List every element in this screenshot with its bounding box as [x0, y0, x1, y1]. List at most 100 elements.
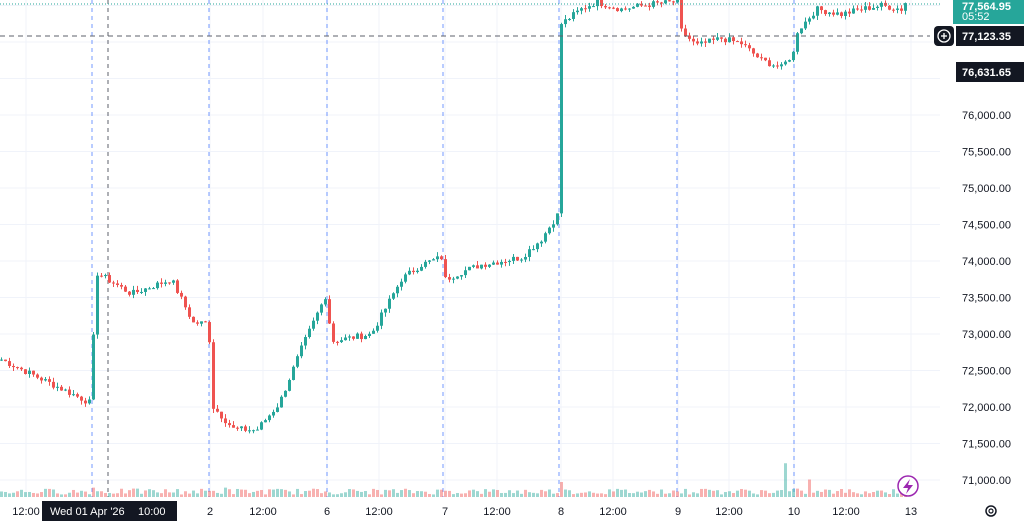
candle-body — [424, 261, 427, 267]
volume-bar — [504, 492, 507, 497]
candle-body — [388, 298, 391, 309]
candle-body — [540, 241, 543, 244]
volume-bar — [180, 494, 183, 497]
volume-bar — [300, 494, 303, 497]
volume-bar — [188, 493, 191, 497]
volume-bar — [340, 493, 343, 497]
candle-body — [688, 35, 691, 39]
volume-bar — [852, 492, 855, 497]
volume-bar — [832, 493, 835, 497]
volume-bar — [736, 490, 739, 497]
volume-bar — [248, 493, 251, 497]
volume-bar — [648, 489, 651, 497]
volume-bar — [296, 488, 299, 497]
volume-bar — [132, 488, 135, 497]
volume-bar — [204, 490, 207, 497]
candle-body — [292, 366, 295, 380]
volume-bar — [652, 491, 655, 497]
volume-bar — [512, 493, 515, 497]
volume-bar — [464, 493, 467, 497]
candle-body — [260, 422, 263, 430]
volume-bars — [0, 463, 907, 497]
candle-body — [256, 429, 259, 431]
y-tick-label: 72,000.00 — [962, 402, 1011, 414]
volume-bar — [244, 489, 247, 497]
candle-body — [560, 24, 563, 214]
volume-bar — [740, 488, 743, 497]
volume-bar — [472, 489, 475, 497]
volume-bar — [800, 490, 803, 497]
volume-bar — [124, 493, 127, 497]
volume-bar — [144, 490, 147, 497]
x-tick-label: 6 — [324, 506, 330, 518]
candle-body — [860, 9, 863, 11]
candle-body — [316, 312, 319, 321]
y-tick-label: 72,500.00 — [962, 366, 1011, 378]
volume-bar — [688, 494, 691, 497]
volume-bar — [64, 494, 67, 497]
candle-body — [380, 312, 383, 326]
volume-bar — [408, 490, 411, 497]
candle-body — [656, 1, 659, 3]
lightning-icon[interactable] — [897, 475, 919, 497]
candle-body — [100, 275, 103, 277]
candle-body — [564, 19, 567, 25]
candle-body — [356, 333, 359, 339]
gear-icon[interactable] — [985, 505, 997, 517]
candle-body — [736, 41, 739, 43]
volume-bar — [600, 493, 603, 497]
volume-bar — [788, 491, 791, 497]
candle-body — [576, 10, 579, 13]
volume-bar — [700, 488, 703, 497]
candle-body — [52, 381, 55, 388]
candle-body — [752, 48, 755, 54]
candle-body — [788, 60, 791, 62]
volume-bar — [12, 492, 15, 497]
candle-body — [296, 356, 299, 367]
volume-bar — [792, 488, 795, 497]
candle-body — [812, 15, 815, 19]
candle-body — [284, 390, 287, 397]
candle-body — [720, 37, 723, 39]
volume-bar — [320, 493, 323, 497]
candle-body — [848, 11, 851, 14]
candle-body — [556, 213, 559, 225]
candle-body — [24, 369, 27, 374]
volume-bar — [848, 489, 851, 497]
candle-body — [60, 386, 63, 391]
candle-body — [56, 386, 59, 388]
candle-body — [796, 33, 799, 52]
candle-body — [548, 227, 551, 234]
candle-body — [272, 411, 275, 416]
candle-body — [368, 333, 371, 337]
volume-bar — [16, 491, 19, 497]
volume-bar — [588, 491, 591, 497]
candle-body — [508, 260, 511, 263]
candle-body — [872, 7, 875, 10]
candle-body — [684, 28, 687, 36]
candle-body — [528, 249, 531, 257]
volume-bar — [568, 490, 571, 497]
candle-body — [188, 307, 191, 317]
candle-body — [404, 274, 407, 282]
candle-body — [700, 41, 703, 44]
candle-body — [616, 8, 619, 12]
y-tick-label: 75,000.00 — [962, 183, 1011, 195]
time-axis[interactable]: 12:00 2 12:00 6 12:00 7 12:00 8 12:00 9 12:00 10 12:… — [12, 506, 917, 518]
candle-body — [572, 12, 575, 19]
volume-bar — [636, 491, 639, 497]
plus-circle-icon[interactable] — [934, 26, 954, 46]
volume-bar — [552, 493, 555, 497]
volume-bar — [452, 494, 455, 497]
price-axis[interactable]: 76,000.00 75,500.00 75,000.00 74,500.00 74,0… — [962, 110, 1011, 487]
candle-body — [112, 282, 115, 284]
volume-bar — [616, 488, 619, 497]
candle-body — [204, 321, 207, 323]
volume-bar — [168, 492, 171, 497]
candle-body — [268, 415, 271, 421]
candle-body — [416, 270, 419, 273]
candle-body — [808, 18, 811, 22]
candle-body — [120, 285, 123, 287]
volume-bar — [484, 489, 487, 497]
